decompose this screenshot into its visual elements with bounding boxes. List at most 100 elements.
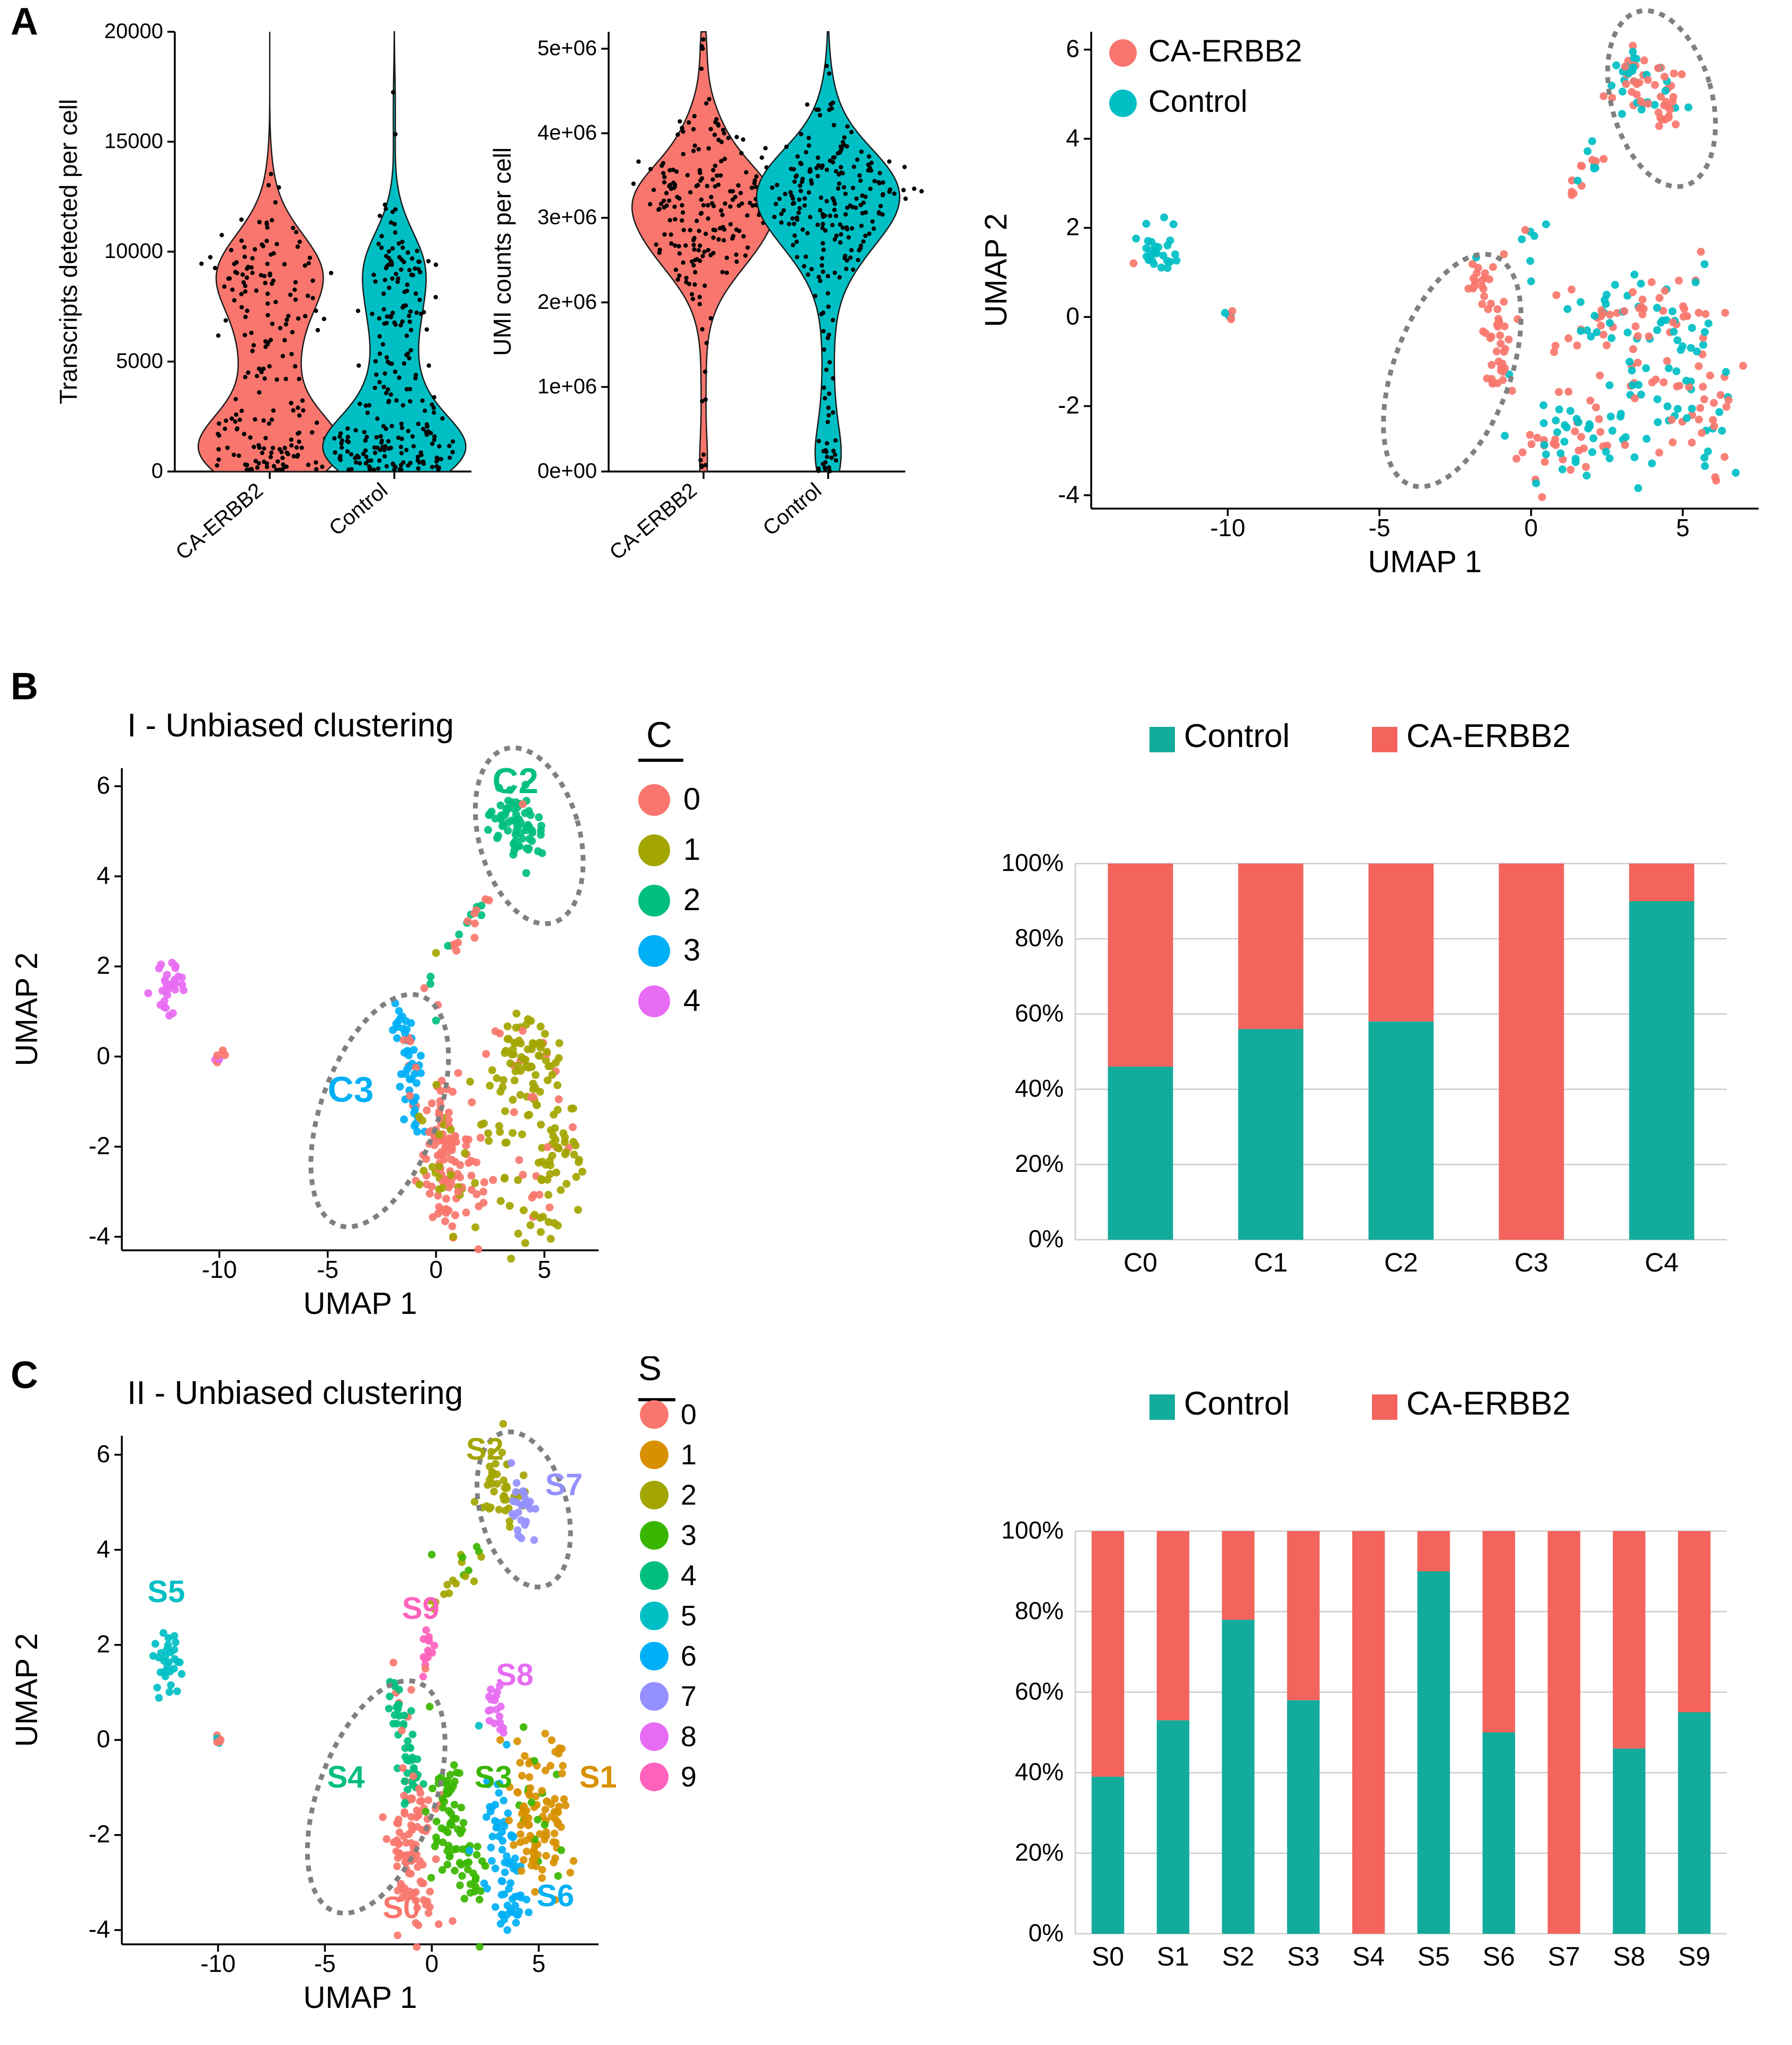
svg-text:4e+06: 4e+06	[538, 121, 597, 145]
svg-text:3: 3	[683, 933, 700, 967]
svg-text:60%: 60%	[1015, 999, 1064, 1027]
svg-text:-10: -10	[202, 1256, 237, 1283]
svg-text:UMAP 1: UMAP 1	[1368, 545, 1482, 579]
svg-text:C3: C3	[328, 1069, 374, 1109]
svg-text:2: 2	[96, 952, 110, 979]
svg-text:20%: 20%	[1015, 1150, 1064, 1177]
svg-text:7: 7	[681, 1681, 697, 1712]
svg-text:6: 6	[1066, 35, 1080, 63]
svg-text:4: 4	[681, 1560, 697, 1591]
svg-text:6: 6	[96, 771, 110, 799]
svg-text:S1: S1	[1157, 1942, 1189, 1971]
svg-text:S9: S9	[402, 1591, 440, 1625]
svg-text:4: 4	[96, 861, 110, 889]
svg-text:10000: 10000	[104, 239, 163, 263]
svg-text:0e+00: 0e+00	[538, 459, 597, 483]
svg-text:S4: S4	[327, 1760, 364, 1794]
svg-text:80%: 80%	[1015, 924, 1064, 952]
svg-text:-4: -4	[88, 1222, 110, 1249]
svg-text:-2: -2	[1058, 392, 1080, 419]
svg-text:0: 0	[151, 459, 163, 483]
svg-text:40%: 40%	[1015, 1074, 1064, 1102]
svg-text:C2: C2	[493, 761, 539, 801]
svg-text:15000: 15000	[104, 130, 163, 153]
svg-text:0: 0	[429, 1256, 443, 1283]
svg-text:S: S	[638, 1356, 662, 1388]
svg-text:80%: 80%	[1015, 1597, 1064, 1624]
svg-text:40%: 40%	[1015, 1758, 1064, 1785]
svg-text:Control: Control	[1184, 718, 1290, 754]
svg-text:-4: -4	[88, 1915, 110, 1943]
svg-text:UMI counts per cell: UMI counts per cell	[488, 147, 516, 356]
svg-text:C3: C3	[1514, 1248, 1548, 1277]
svg-text:UMAP 1: UMAP 1	[304, 1980, 417, 2015]
svg-text:-4: -4	[1058, 481, 1080, 508]
svg-text:4: 4	[1066, 124, 1080, 152]
svg-text:1e+06: 1e+06	[538, 375, 597, 398]
svg-text:-2: -2	[88, 1820, 110, 1848]
svg-text:Control: Control	[325, 478, 392, 540]
svg-text:3e+06: 3e+06	[538, 206, 597, 229]
svg-text:-10: -10	[200, 1950, 235, 1977]
svg-text:2: 2	[681, 1479, 697, 1511]
svg-text:S7: S7	[1548, 1942, 1580, 1971]
svg-text:CA-ERBB2: CA-ERBB2	[171, 478, 268, 564]
svg-text:CA-ERBB2: CA-ERBB2	[1148, 34, 1302, 68]
svg-text:UMAP 1: UMAP 1	[304, 1286, 417, 1321]
svg-text:C: C	[646, 715, 672, 755]
svg-text:0: 0	[96, 1725, 110, 1753]
svg-text:I - Unbiased clustering: I - Unbiased clustering	[127, 707, 454, 744]
svg-text:0: 0	[681, 1399, 697, 1430]
svg-text:UMAP 2: UMAP 2	[10, 953, 44, 1066]
svg-text:60%: 60%	[1015, 1677, 1064, 1705]
svg-text:2e+06: 2e+06	[538, 290, 597, 314]
svg-text:S0: S0	[1092, 1942, 1124, 1971]
svg-text:CA-ERBB2: CA-ERBB2	[605, 478, 701, 564]
svg-text:0%: 0%	[1029, 1225, 1064, 1252]
svg-text:C1: C1	[1254, 1248, 1288, 1277]
svg-text:4: 4	[96, 1535, 110, 1562]
svg-text:Control: Control	[1148, 84, 1247, 119]
svg-text:1: 1	[683, 832, 700, 867]
svg-text:II - Unbiased clustering: II - Unbiased clustering	[127, 1375, 463, 1411]
svg-text:C2: C2	[1384, 1248, 1418, 1277]
svg-text:S2: S2	[466, 1432, 504, 1466]
svg-text:9: 9	[681, 1761, 697, 1793]
svg-text:6: 6	[681, 1640, 697, 1672]
svg-text:S3: S3	[475, 1760, 512, 1794]
svg-text:UMAP 2: UMAP 2	[979, 214, 1013, 327]
svg-text:-2: -2	[88, 1132, 110, 1159]
svg-text:S1: S1	[579, 1760, 617, 1794]
svg-text:S5: S5	[147, 1575, 185, 1609]
svg-text:100%: 100%	[1001, 849, 1064, 876]
svg-text:5: 5	[681, 1600, 697, 1632]
svg-text:0: 0	[1524, 514, 1538, 541]
svg-text:-10: -10	[1210, 514, 1245, 541]
svg-text:S7: S7	[545, 1468, 583, 1502]
svg-text:S2: S2	[1222, 1942, 1254, 1971]
svg-text:0: 0	[96, 1042, 110, 1069]
svg-text:C0: C0	[1124, 1248, 1157, 1277]
svg-text:0: 0	[683, 782, 700, 816]
svg-text:S6: S6	[1483, 1942, 1515, 1971]
svg-text:20000: 20000	[104, 20, 163, 43]
svg-text:S5: S5	[1417, 1942, 1450, 1971]
svg-text:S3: S3	[1287, 1942, 1320, 1971]
svg-text:UMAP 2: UMAP 2	[10, 1633, 44, 1747]
svg-text:CA-ERBB2: CA-ERBB2	[1406, 718, 1571, 754]
svg-text:5: 5	[532, 1950, 546, 1977]
svg-text:0%: 0%	[1029, 1919, 1064, 1946]
svg-text:S8: S8	[496, 1658, 533, 1692]
svg-text:4: 4	[683, 983, 700, 1018]
svg-text:100%: 100%	[1001, 1516, 1064, 1544]
svg-text:Transcripts detected per cell: Transcripts detected per cell	[55, 99, 82, 404]
svg-text:S9: S9	[1678, 1942, 1710, 1971]
svg-text:S8: S8	[1613, 1942, 1645, 1971]
svg-text:-5: -5	[317, 1256, 338, 1283]
svg-text:S4: S4	[1352, 1942, 1385, 1971]
svg-text:8: 8	[681, 1721, 697, 1753]
svg-text:0: 0	[425, 1950, 439, 1977]
svg-text:6: 6	[96, 1440, 110, 1468]
svg-text:5e+06: 5e+06	[538, 37, 597, 60]
svg-text:5: 5	[1676, 514, 1690, 541]
